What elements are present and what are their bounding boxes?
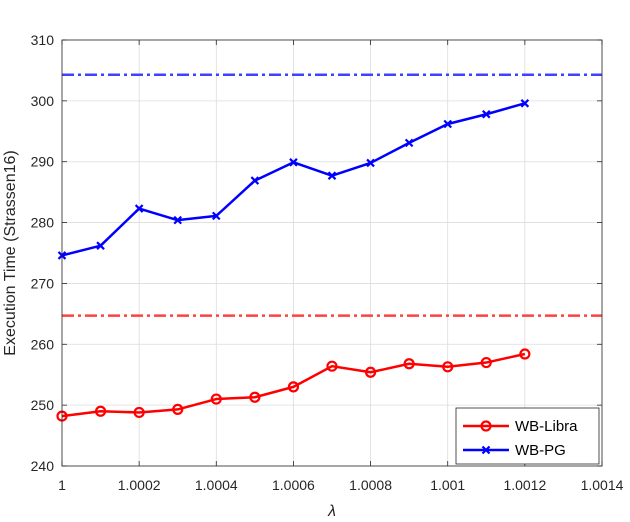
x-tick-label: 1.0014	[581, 477, 624, 493]
x-tick-label: 1.0006	[272, 477, 315, 493]
x-tick-label: 1.0004	[195, 477, 238, 493]
x-axis-ticks: 1 1.0002 1.0004 1.0006 1.0008 1.001 1.0012 1.00…	[58, 40, 624, 493]
data-point-x	[289, 158, 298, 167]
data-point-circle	[480, 356, 492, 369]
x-tick-label: 1.001	[430, 477, 465, 493]
y-tick-label: 280	[31, 215, 55, 231]
data-point-circle	[210, 393, 222, 405]
data-point-x	[443, 119, 452, 129]
data-point-circle	[442, 361, 454, 373]
data-point-circle	[403, 358, 415, 370]
x-tick-label: 1.0008	[349, 477, 392, 493]
x-tick-label: 1.0002	[118, 477, 161, 493]
plot-area-background	[62, 40, 602, 466]
x-tick-label: 1	[58, 477, 66, 493]
data-point-circle	[94, 405, 107, 417]
y-tick-label: 240	[31, 458, 55, 474]
data-point-x	[520, 99, 530, 108]
series-line	[61, 352, 526, 418]
data-point-x	[366, 158, 375, 168]
legend: WB-Libra WB-PG	[455, 407, 600, 465]
data-point-x	[173, 215, 182, 225]
legend-box	[455, 407, 600, 465]
data-point-x	[96, 241, 105, 250]
y-tick-label: 270	[31, 275, 55, 291]
x-tick-label: 1.0012	[503, 477, 546, 493]
data-point-x	[134, 204, 144, 213]
plot-area-border	[61, 39, 603, 467]
data-point-circle	[287, 381, 300, 393]
y-tick-label: 290	[31, 154, 55, 170]
data-point-circle	[249, 391, 261, 403]
y-axis-label: Execution Time (Strassen16)	[2, 150, 19, 355]
data-point-x	[250, 176, 260, 185]
data-point-circle	[519, 348, 531, 360]
data-point-x	[482, 109, 491, 119]
reference-lines	[62, 73, 602, 317]
legend-item: WB-PG	[463, 442, 566, 459]
x-axis-label: λ	[327, 503, 336, 520]
legend-label: WB-PG	[515, 442, 566, 459]
y-tick-label: 250	[31, 397, 55, 413]
data-point-x	[212, 211, 221, 221]
series-layer	[56, 99, 531, 422]
data-point-circle	[172, 403, 184, 416]
y-tick-label: 310	[31, 32, 55, 48]
legend-item: WB-Libra	[463, 418, 578, 435]
legend-label: WB-Libra	[515, 418, 578, 435]
y-tick-label: 300	[31, 93, 55, 109]
data-point-circle	[364, 366, 377, 378]
data-point-x	[327, 171, 337, 180]
y-tick-label: 260	[31, 336, 55, 352]
data-point-circle	[480, 420, 492, 432]
data-point-circle	[133, 406, 145, 419]
data-point-circle	[326, 360, 338, 372]
data-point-x	[404, 138, 414, 148]
series-wb-pg	[57, 99, 530, 260]
y-axis-ticks: 240 250 260 270 280 290 300 310	[31, 32, 602, 474]
data-point-x	[481, 445, 491, 455]
